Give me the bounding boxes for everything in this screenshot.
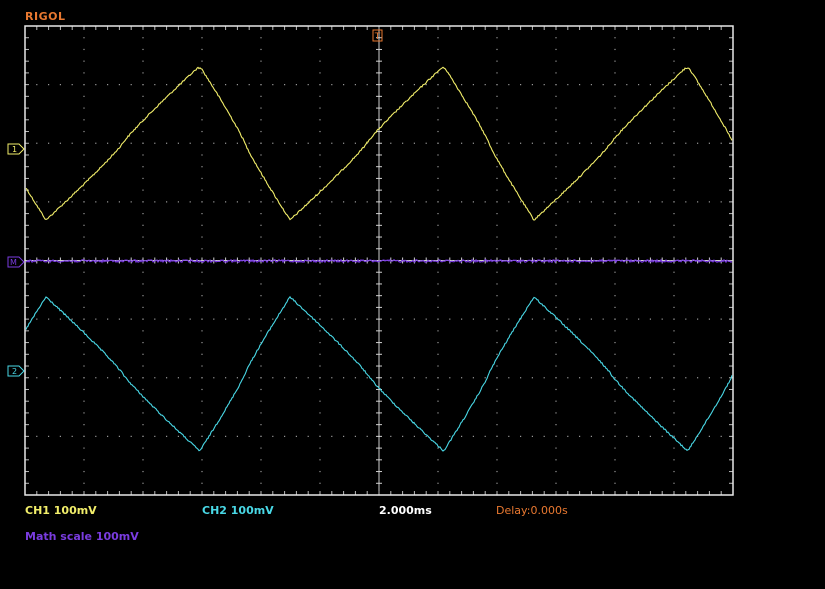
ch2-scale-readout[interactable]: CH2 100mV — [202, 504, 274, 517]
trigger-position-marker[interactable]: T — [372, 29, 383, 42]
svg-text:M: M — [10, 258, 17, 267]
timebase-readout[interactable]: 2.000ms — [379, 504, 432, 517]
ch1-trace — [25, 66, 733, 221]
display-border — [24, 25, 734, 496]
math-trace — [25, 258, 733, 264]
svg-text:T: T — [374, 32, 381, 42]
svg-text:2: 2 — [12, 367, 17, 376]
math-scale-readout[interactable]: Math scale 100mV — [25, 530, 139, 543]
ch2-ground-marker[interactable]: 2 — [7, 365, 25, 377]
math-ground-marker[interactable]: M — [7, 256, 25, 268]
ch1-ground-marker[interactable]: 1 — [7, 143, 25, 155]
ch2-trace — [25, 295, 733, 452]
brand-logo: RIGOL — [25, 10, 66, 23]
ch1-scale-readout[interactable]: CH1 100mV — [25, 504, 97, 517]
svg-text:1: 1 — [12, 145, 17, 154]
delay-readout: Delay:0.000s — [496, 504, 568, 517]
